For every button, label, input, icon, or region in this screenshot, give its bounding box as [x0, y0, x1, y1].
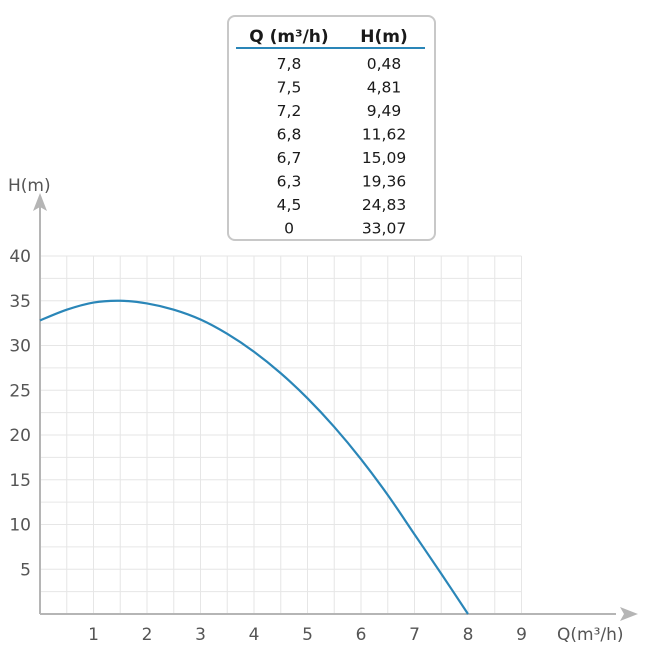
table-cell: 7,5 — [277, 79, 302, 97]
y-tick-label: 30 — [9, 337, 31, 357]
y-tick-label: 5 — [20, 560, 31, 580]
table-cell: 11,62 — [362, 126, 406, 144]
x-tick-label: 6 — [356, 625, 367, 645]
table-box — [227, 15, 436, 241]
tick-labels: 1 2 3 4 5 6 7 8 9 5 10 15 20 25 30 35 40 — [9, 247, 527, 645]
x-tick-label: 7 — [409, 625, 420, 645]
table-cell: 33,07 — [362, 220, 406, 238]
y-axis-title: H(m) — [8, 176, 51, 196]
x-tick-label: 9 — [516, 625, 527, 645]
y-tick-label: 25 — [9, 381, 31, 401]
table-cell: 15,09 — [362, 149, 406, 167]
table-cell: 4,81 — [367, 79, 402, 97]
y-tick-label: 40 — [9, 247, 31, 267]
x-tick-label: 1 — [88, 625, 99, 645]
x-axis-arrow — [620, 607, 638, 621]
table-cell: 0 — [284, 220, 294, 238]
x-tick-label: 3 — [195, 625, 206, 645]
x-axis-title: Q(m³/h) — [557, 625, 624, 645]
table-cell: 6,3 — [277, 173, 302, 191]
table-header-1: H(m) — [360, 27, 407, 47]
y-tick-label: 15 — [9, 471, 31, 491]
y-axis-arrow — [33, 193, 47, 211]
table-cell: 0,48 — [367, 55, 402, 73]
x-tick-label: 4 — [249, 625, 260, 645]
table-cell: 7,8 — [277, 55, 302, 73]
table-cell: 6,8 — [277, 126, 302, 144]
y-tick-label: 20 — [9, 426, 31, 446]
series-layer — [39, 299, 469, 615]
y-tick-label: 10 — [9, 516, 31, 536]
y-tick-label: 35 — [9, 292, 31, 312]
table-cell: 6,7 — [277, 149, 302, 167]
data-table: Q (m³/h) H(m) 7,8 0,48 7,5 4,81 7,2 9,49 6,8 11,6… — [227, 15, 436, 241]
x-tick-label: 2 — [142, 625, 153, 645]
table-cell: 19,36 — [362, 173, 406, 191]
table-cell: 9,49 — [367, 102, 402, 120]
series-line-0 — [39, 299, 469, 615]
table-cell: 7,2 — [277, 102, 302, 120]
table-header-0: Q (m³/h) — [249, 27, 328, 47]
table-cell: 24,83 — [362, 196, 406, 214]
grid — [40, 255, 522, 614]
x-tick-label: 5 — [302, 625, 313, 645]
table-cell: 4,5 — [277, 196, 302, 214]
axes — [33, 193, 638, 621]
x-tick-label: 8 — [463, 625, 474, 645]
